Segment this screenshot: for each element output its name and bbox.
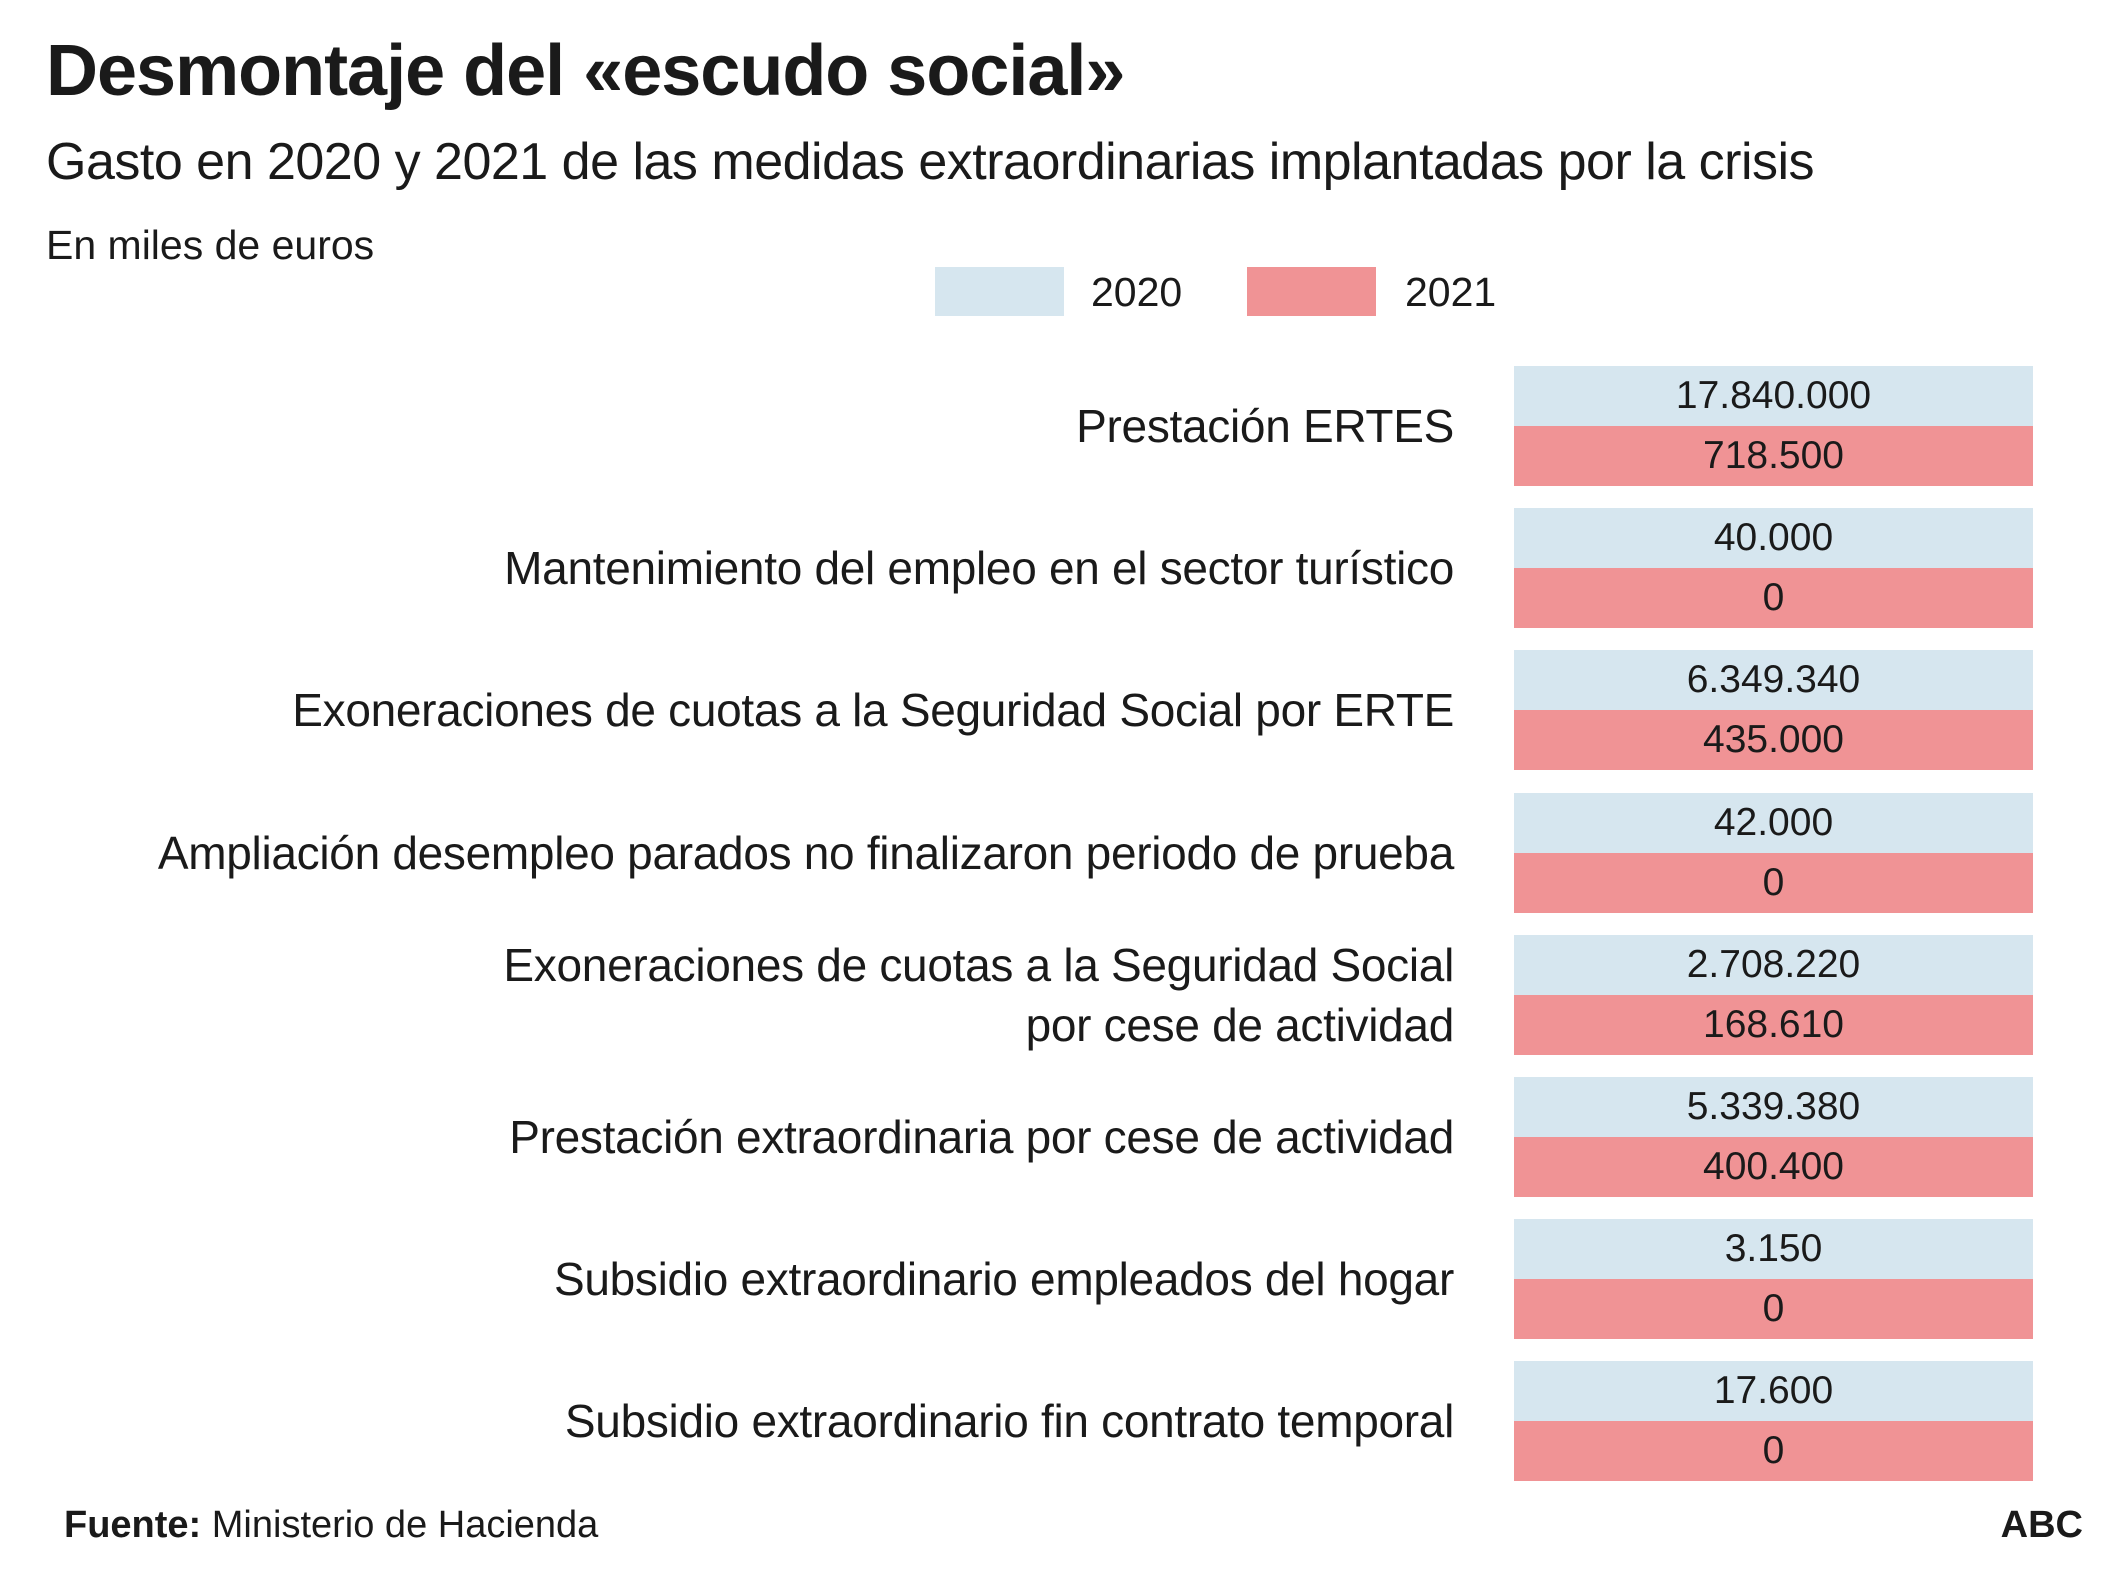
row-label-line: Mantenimiento del empleo en el sector tu…	[504, 542, 1454, 595]
value-cell-2021: 0	[1514, 1279, 2033, 1340]
legend-swatch-2021	[1247, 267, 1376, 316]
row-label-line: Subsidio extraordinario fin contrato tem…	[564, 1395, 1454, 1448]
row-label: Exoneraciones de cuotas a la Seguridad S…	[503, 935, 1454, 1055]
source-text: Ministerio de Hacienda	[211, 1504, 599, 1546]
value-cell-2020: 5.339.380	[1514, 1077, 2033, 1137]
row-label: Prestación extraordinaria por cese de ac…	[509, 1107, 1454, 1167]
value-cell-2021: 718.500	[1514, 426, 2033, 486]
row-label-line: Exoneraciones de cuotas a la Seguridad S…	[503, 938, 1454, 991]
credit-logo: ABC	[2000, 1504, 2083, 1546]
row-label-line: por cese de actividad	[1025, 998, 1455, 1051]
value-cell-2020: 40.000	[1514, 508, 2033, 569]
row-label: Prestación ERTES	[1076, 396, 1454, 456]
row-label-line: Exoneraciones de cuotas a la Seguridad S…	[292, 684, 1454, 737]
value-cell-2021: 0	[1514, 1421, 2033, 1482]
value-cell-2020: 17.600	[1514, 1361, 2033, 1422]
legend-label-2021: 2021	[1405, 269, 1497, 315]
chart-subtitle: Gasto en 2020 y 2021 de las medidas extr…	[46, 133, 1815, 191]
value-cell-2021: 0	[1514, 852, 2033, 913]
value-cell-2020: 3.150	[1514, 1219, 2033, 1280]
source-label: Fuente:	[64, 1504, 202, 1546]
row-label: Ampliación desempleo parados no finaliza…	[158, 823, 1454, 883]
chart-title: Desmontaje del «escudo social»	[46, 31, 1125, 111]
value-cell-2021: 400.400	[1514, 1137, 2033, 1197]
unit-label: En miles de euros	[46, 222, 375, 268]
value-cell-2021: 435.000	[1514, 710, 2033, 771]
value-cell-2020: 6.349.340	[1514, 650, 2033, 711]
row-label: Subsidio extraordinario empleados del ho…	[554, 1249, 1454, 1309]
legend-label-2020: 2020	[1091, 269, 1183, 315]
value-cell-2021: 0	[1514, 568, 2033, 629]
row-label: Subsidio extraordinario fin contrato tem…	[565, 1391, 1454, 1451]
row-label-line: Prestación ERTES	[1076, 400, 1454, 452]
row-label-line: Subsidio extraordinario empleados del ho…	[553, 1253, 1454, 1306]
row-label: Exoneraciones de cuotas a la Seguridad S…	[292, 680, 1454, 740]
row-label: Mantenimiento del empleo en el sector tu…	[504, 538, 1454, 598]
source-note: Fuente: Ministerio de Hacienda	[64, 1504, 598, 1547]
legend-swatch-2020	[935, 267, 1064, 316]
row-label-line: Prestación extraordinaria por cese de ac…	[509, 1111, 1454, 1163]
value-cell-2020: 2.708.220	[1514, 934, 2033, 995]
value-cell-2020: 42.000	[1514, 792, 2033, 853]
row-label-line: Ampliación desempleo parados no finaliza…	[157, 826, 1454, 879]
value-cell-2021: 168.610	[1514, 994, 2033, 1055]
value-cell-2020: 17.840.000	[1514, 366, 2033, 426]
